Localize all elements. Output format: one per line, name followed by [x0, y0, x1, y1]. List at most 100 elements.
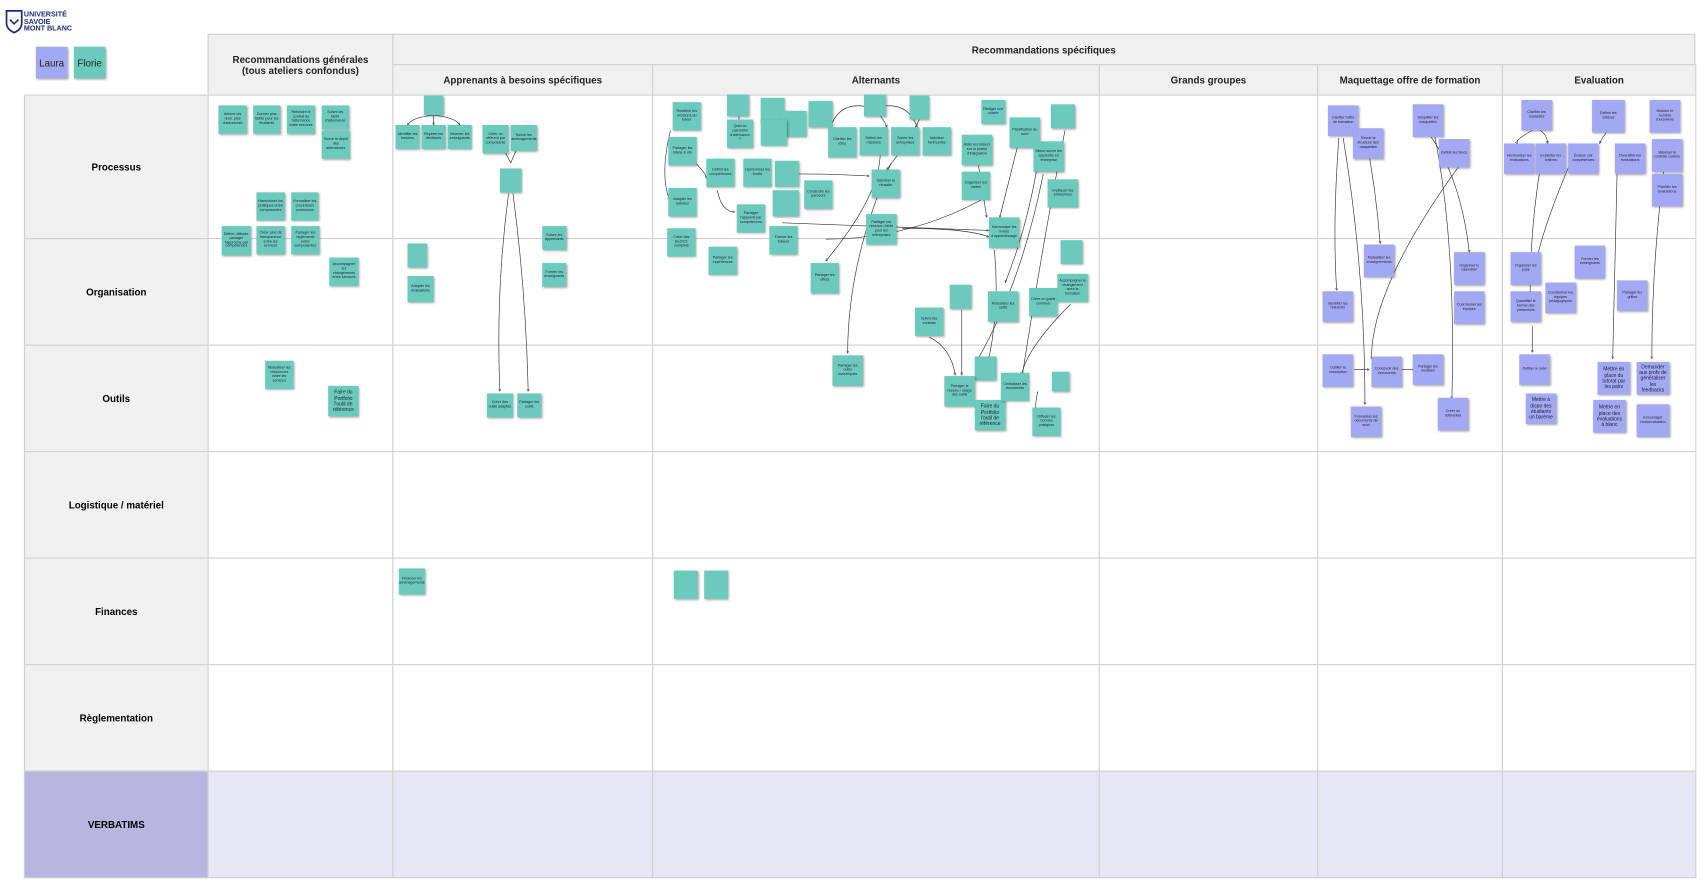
- cell: [1501, 664, 1697, 772]
- sticky-note: Suivre les apprenants: [542, 226, 567, 250]
- sticky-note: Partager les outils numériques: [832, 355, 863, 386]
- sticky-note: [407, 243, 428, 268]
- cell: [652, 451, 1100, 559]
- sticky-note: Donner plus lisible pour les étudiants: [253, 105, 281, 134]
- sticky-note: Harmoniser les pratiques entre composant…: [256, 192, 285, 221]
- sticky-note: Former les enseignants: [542, 263, 567, 287]
- sticky-note: Faire du Portfolio l'outil de référence: [974, 399, 1006, 431]
- sticky-note: Impliquer les entreprises: [1047, 179, 1079, 208]
- sticky-note: Suivre les entreprises: [891, 127, 920, 156]
- sticky-note: Quid du calendrier d'alternance ?: [727, 119, 754, 148]
- cell: [1098, 664, 1319, 772]
- sticky-note: Suivre les aménagements: [510, 124, 537, 152]
- sticky-note: Redéfinir les missions du tuteur: [672, 102, 701, 131]
- sticky-note: Organiser le calendrier: [1454, 252, 1485, 285]
- sticky-note: Partager les modèles: [1412, 354, 1444, 385]
- sticky-note: Définir les compétences: [706, 158, 735, 187]
- row-header: VERBATIMS: [23, 770, 209, 879]
- sticky-note: [1050, 104, 1075, 129]
- sticky-note: Partager les offres: [810, 263, 839, 294]
- sticky-note: Former les tuteurs: [769, 226, 798, 255]
- sticky-note: Animer les réun. plus d'autonomie: [218, 105, 247, 134]
- cell: [207, 238, 394, 346]
- logo-line: SAVOIE: [23, 18, 51, 26]
- cell: [392, 451, 654, 559]
- sticky-note: Créer des BLOCS complets: [667, 228, 696, 257]
- cell: [207, 451, 394, 559]
- sticky-note: Partager l'apprenti par compétences: [736, 204, 766, 233]
- sticky-note: Définir les critères: [1592, 99, 1625, 133]
- sticky-note: Mettre à dispo des étudiants un barème: [1525, 393, 1557, 424]
- sticky-note: Rédiger une charte: [981, 99, 1006, 124]
- sticky-note: [499, 168, 522, 193]
- cell: [1501, 557, 1697, 666]
- sticky-note: Valoriser la réussite: [871, 169, 900, 198]
- sticky-note: Informer les enseignants: [447, 124, 472, 149]
- sticky-note: Organiser les visites: [961, 171, 991, 200]
- sticky-note: Centraliser les documents: [1000, 372, 1030, 402]
- row-header: Organisation: [23, 238, 209, 346]
- sticky-note: Mutualiser les enseignements: [1363, 244, 1395, 278]
- sticky-note: Demander aux profs de généraliser les fe…: [1636, 361, 1670, 395]
- sticky-note: Identifier les besoins: [395, 124, 420, 149]
- row-header: Outils: [23, 344, 209, 453]
- sticky-note: Organiser les jurys: [1510, 252, 1541, 285]
- sticky-note: [673, 570, 698, 599]
- cell: [1317, 557, 1503, 666]
- cell: [392, 238, 654, 346]
- sticky-note: Outiller la conception: [1322, 354, 1353, 387]
- cell: [1098, 238, 1319, 346]
- sticky-note: Mutualiser les outils: [987, 291, 1019, 322]
- sticky-note: Mettre en place des évaluations à blanc: [1593, 399, 1626, 433]
- sticky-note: Créer plus de transparence entre les ser…: [256, 226, 285, 255]
- sticky-note: Mettre en place du tutorat par les pairs: [1597, 361, 1631, 395]
- sticky-note: Partager les règlements entre composante…: [291, 226, 320, 255]
- sticky-note: Partager les grilles: [1617, 280, 1648, 311]
- sticky-note: Diffuser les bonnes pratiques: [1032, 407, 1061, 436]
- cell: [207, 664, 394, 772]
- sticky-note: [727, 94, 749, 117]
- sticky-note: Harmoniser les livrets d'apprentissage: [988, 217, 1020, 248]
- sticky-note: [949, 284, 972, 309]
- cell: [1317, 451, 1503, 559]
- cell: [207, 770, 394, 879]
- row-header: Processus: [23, 94, 209, 240]
- sticky-note: Mutualiser les ressources entre les serv…: [265, 360, 294, 390]
- cell: [207, 344, 394, 453]
- sticky-note: Accompagner le changement avec la format…: [1057, 273, 1088, 303]
- sticky-note: Clarifier les rôles: [828, 127, 857, 158]
- cell: [652, 770, 1100, 879]
- sticky-note: Encourager l'autoévaluation: [1636, 404, 1670, 437]
- cell: [1098, 94, 1319, 240]
- sticky-note: Créer un référent par composante: [482, 124, 509, 154]
- sticky-note: Outiller le suivi: [1519, 354, 1550, 385]
- sticky-note: Revoir la structure des maquettes: [1352, 128, 1384, 159]
- sticky-note: Mieux suivre les apprentis en entreprise: [1033, 141, 1064, 172]
- sticky-note: Évaluer par compétences: [1568, 143, 1599, 174]
- sticky-note: [760, 119, 787, 146]
- cell: [1317, 770, 1503, 879]
- sticky-note: Quantifier le format des présentiels: [1510, 291, 1541, 322]
- sticky-note: Formaliser les documents de suivi: [1350, 406, 1382, 437]
- sticky-note: Réduire le nombre d'examens: [1649, 99, 1681, 133]
- sticky-note: [1060, 240, 1083, 265]
- cell: [392, 557, 654, 666]
- sticky-note: Expliciter les critères: [1535, 143, 1566, 174]
- sticky-note: Planifier les évaluations: [1651, 173, 1683, 207]
- sticky-note: [808, 101, 833, 128]
- legend-laura[interactable]: Laura: [35, 46, 68, 79]
- sticky-note: Suivre les tarifs d'alternance: [321, 105, 349, 130]
- sticky-note: [774, 160, 799, 187]
- sticky-note: Former les enseignants: [1574, 245, 1606, 279]
- legend-florie[interactable]: Florie: [73, 46, 106, 79]
- sticky-note: Identifier les référents: [1322, 291, 1353, 322]
- cell: [392, 770, 654, 879]
- sticky-note: Partager les réseaux d'aide pour les ent…: [866, 214, 897, 245]
- cell: [392, 94, 654, 240]
- sticky-note: [760, 97, 785, 124]
- cell: [1098, 770, 1319, 879]
- sticky-note: Partager les bilans & rdv: [668, 136, 697, 166]
- sticky-note: Définir, diffuser, partager l'approche p…: [221, 226, 252, 256]
- sticky-note: Valoriser l'entreprise: [922, 127, 951, 156]
- sticky-note: Créer des outils adaptés: [486, 393, 513, 418]
